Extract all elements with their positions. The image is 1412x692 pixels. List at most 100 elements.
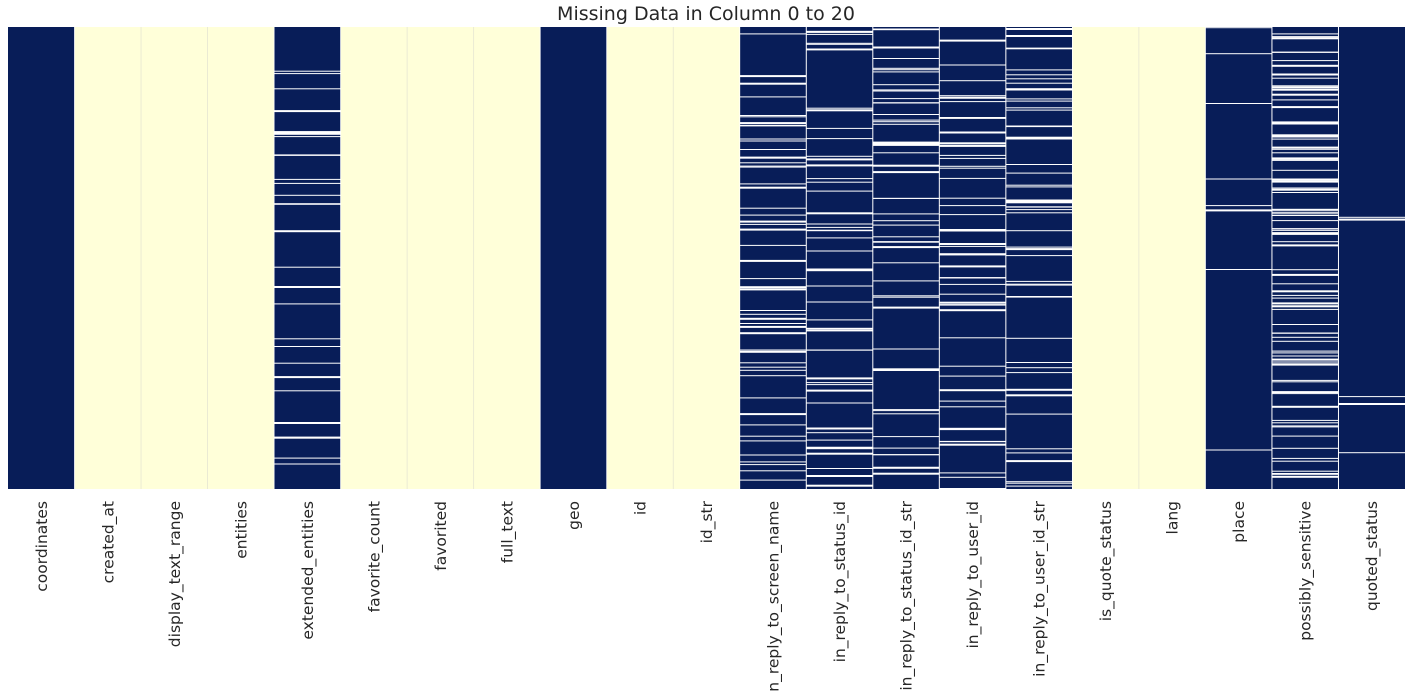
present-row-mark — [1005, 448, 1073, 450]
present-row-mark — [1271, 37, 1339, 40]
present-row-mark — [1005, 284, 1073, 286]
present-row-mark — [872, 241, 940, 243]
present-row-mark — [739, 332, 807, 335]
present-row-mark — [1271, 121, 1339, 124]
present-row-mark — [1271, 244, 1339, 247]
present-row-mark — [1005, 246, 1073, 248]
heatmap-column-is-quote-status — [1071, 27, 1139, 489]
present-row-mark — [872, 241, 940, 243]
heatmap-column-full-text — [473, 27, 541, 489]
present-row-mark — [872, 447, 940, 449]
present-row-mark — [806, 330, 873, 332]
present-row-mark — [1271, 229, 1339, 231]
present-row-mark — [274, 203, 341, 205]
present-row-mark — [939, 177, 1006, 179]
present-row-mark — [1271, 324, 1339, 325]
present-row-mark — [1271, 169, 1339, 171]
present-row-mark — [872, 114, 940, 115]
present-row-mark — [1271, 475, 1339, 478]
present-row-mark — [739, 183, 807, 185]
x-tick-label: in_reply_to_user_id_str — [1031, 500, 1050, 676]
present-row-mark — [939, 472, 1006, 474]
present-row-mark — [1005, 88, 1073, 91]
present-row-mark — [939, 400, 1006, 402]
present-row-mark — [806, 42, 873, 44]
present-row-mark — [739, 223, 807, 225]
heatmap-cell — [1205, 27, 1272, 489]
present-row-mark — [1271, 36, 1339, 38]
present-row-mark — [939, 443, 1006, 446]
present-row-mark — [872, 409, 940, 411]
present-row-mark — [939, 253, 1006, 256]
present-row-mark — [939, 375, 1006, 377]
present-row-mark — [1271, 88, 1339, 91]
present-row-mark — [1271, 361, 1339, 363]
present-row-mark — [939, 101, 1006, 103]
present-row-mark — [939, 197, 1006, 199]
x-tick-label: created_at — [99, 501, 118, 583]
present-row-mark — [806, 285, 873, 287]
present-row-mark — [1205, 205, 1272, 207]
present-row-mark — [872, 348, 940, 350]
x-tick-label: place — [1230, 501, 1248, 543]
present-row-mark — [1005, 137, 1073, 140]
heatmap-cell — [540, 27, 607, 489]
present-row-mark — [1205, 209, 1272, 212]
present-row-mark — [806, 237, 873, 239]
present-row-mark — [939, 64, 1006, 66]
present-row-mark — [739, 470, 807, 472]
present-row-mark — [806, 349, 873, 351]
present-row-mark — [939, 95, 1006, 97]
present-row-mark — [1271, 422, 1339, 424]
present-row-mark — [1271, 60, 1339, 62]
present-row-mark — [739, 166, 807, 168]
present-row-mark — [872, 171, 940, 174]
x-tick-label: full_text — [498, 501, 517, 563]
present-row-mark — [1271, 64, 1339, 67]
present-row-mark — [1005, 283, 1073, 285]
heatmap-cell — [606, 27, 674, 489]
present-row-mark — [739, 375, 807, 377]
present-row-mark — [872, 369, 940, 371]
present-row-mark — [739, 325, 807, 328]
present-row-mark — [1271, 33, 1339, 35]
present-row-mark — [274, 346, 341, 347]
present-row-mark — [872, 84, 940, 86]
present-row-mark — [1338, 396, 1405, 398]
present-row-mark — [939, 277, 1006, 279]
present-row-mark — [274, 390, 341, 392]
present-row-mark — [1005, 367, 1073, 369]
present-row-mark — [739, 440, 807, 442]
present-row-mark — [1271, 419, 1339, 421]
present-row-mark — [739, 317, 807, 320]
present-row-mark — [739, 162, 807, 164]
heatmap-cell — [1138, 27, 1206, 489]
present-row-mark — [1271, 283, 1339, 285]
present-row-mark — [872, 436, 940, 438]
present-row-mark — [1271, 273, 1339, 276]
present-row-mark — [872, 29, 940, 31]
present-row-mark — [806, 452, 873, 455]
present-row-mark — [1271, 85, 1339, 87]
heatmap-column-favorited — [406, 27, 474, 489]
chart-title: Missing Data in Column 0 to 20 — [557, 3, 855, 25]
present-row-mark — [872, 213, 940, 215]
present-row-mark — [274, 194, 341, 196]
present-row-mark — [274, 88, 341, 90]
present-row-mark — [872, 280, 940, 282]
present-row-mark — [806, 223, 873, 225]
present-row-mark — [1005, 452, 1073, 454]
present-row-mark — [939, 117, 1006, 118]
present-row-mark — [1005, 125, 1073, 127]
present-row-mark — [1271, 290, 1339, 293]
present-row-mark — [1205, 449, 1272, 451]
present-row-mark — [939, 142, 1006, 145]
present-row-mark — [1005, 413, 1073, 415]
present-row-mark — [1271, 106, 1339, 109]
present-row-mark — [1271, 99, 1339, 101]
present-row-mark — [739, 82, 807, 85]
present-row-mark — [806, 226, 873, 228]
present-row-mark — [739, 149, 807, 150]
present-row-mark — [939, 389, 1006, 392]
present-row-mark — [1005, 107, 1073, 109]
